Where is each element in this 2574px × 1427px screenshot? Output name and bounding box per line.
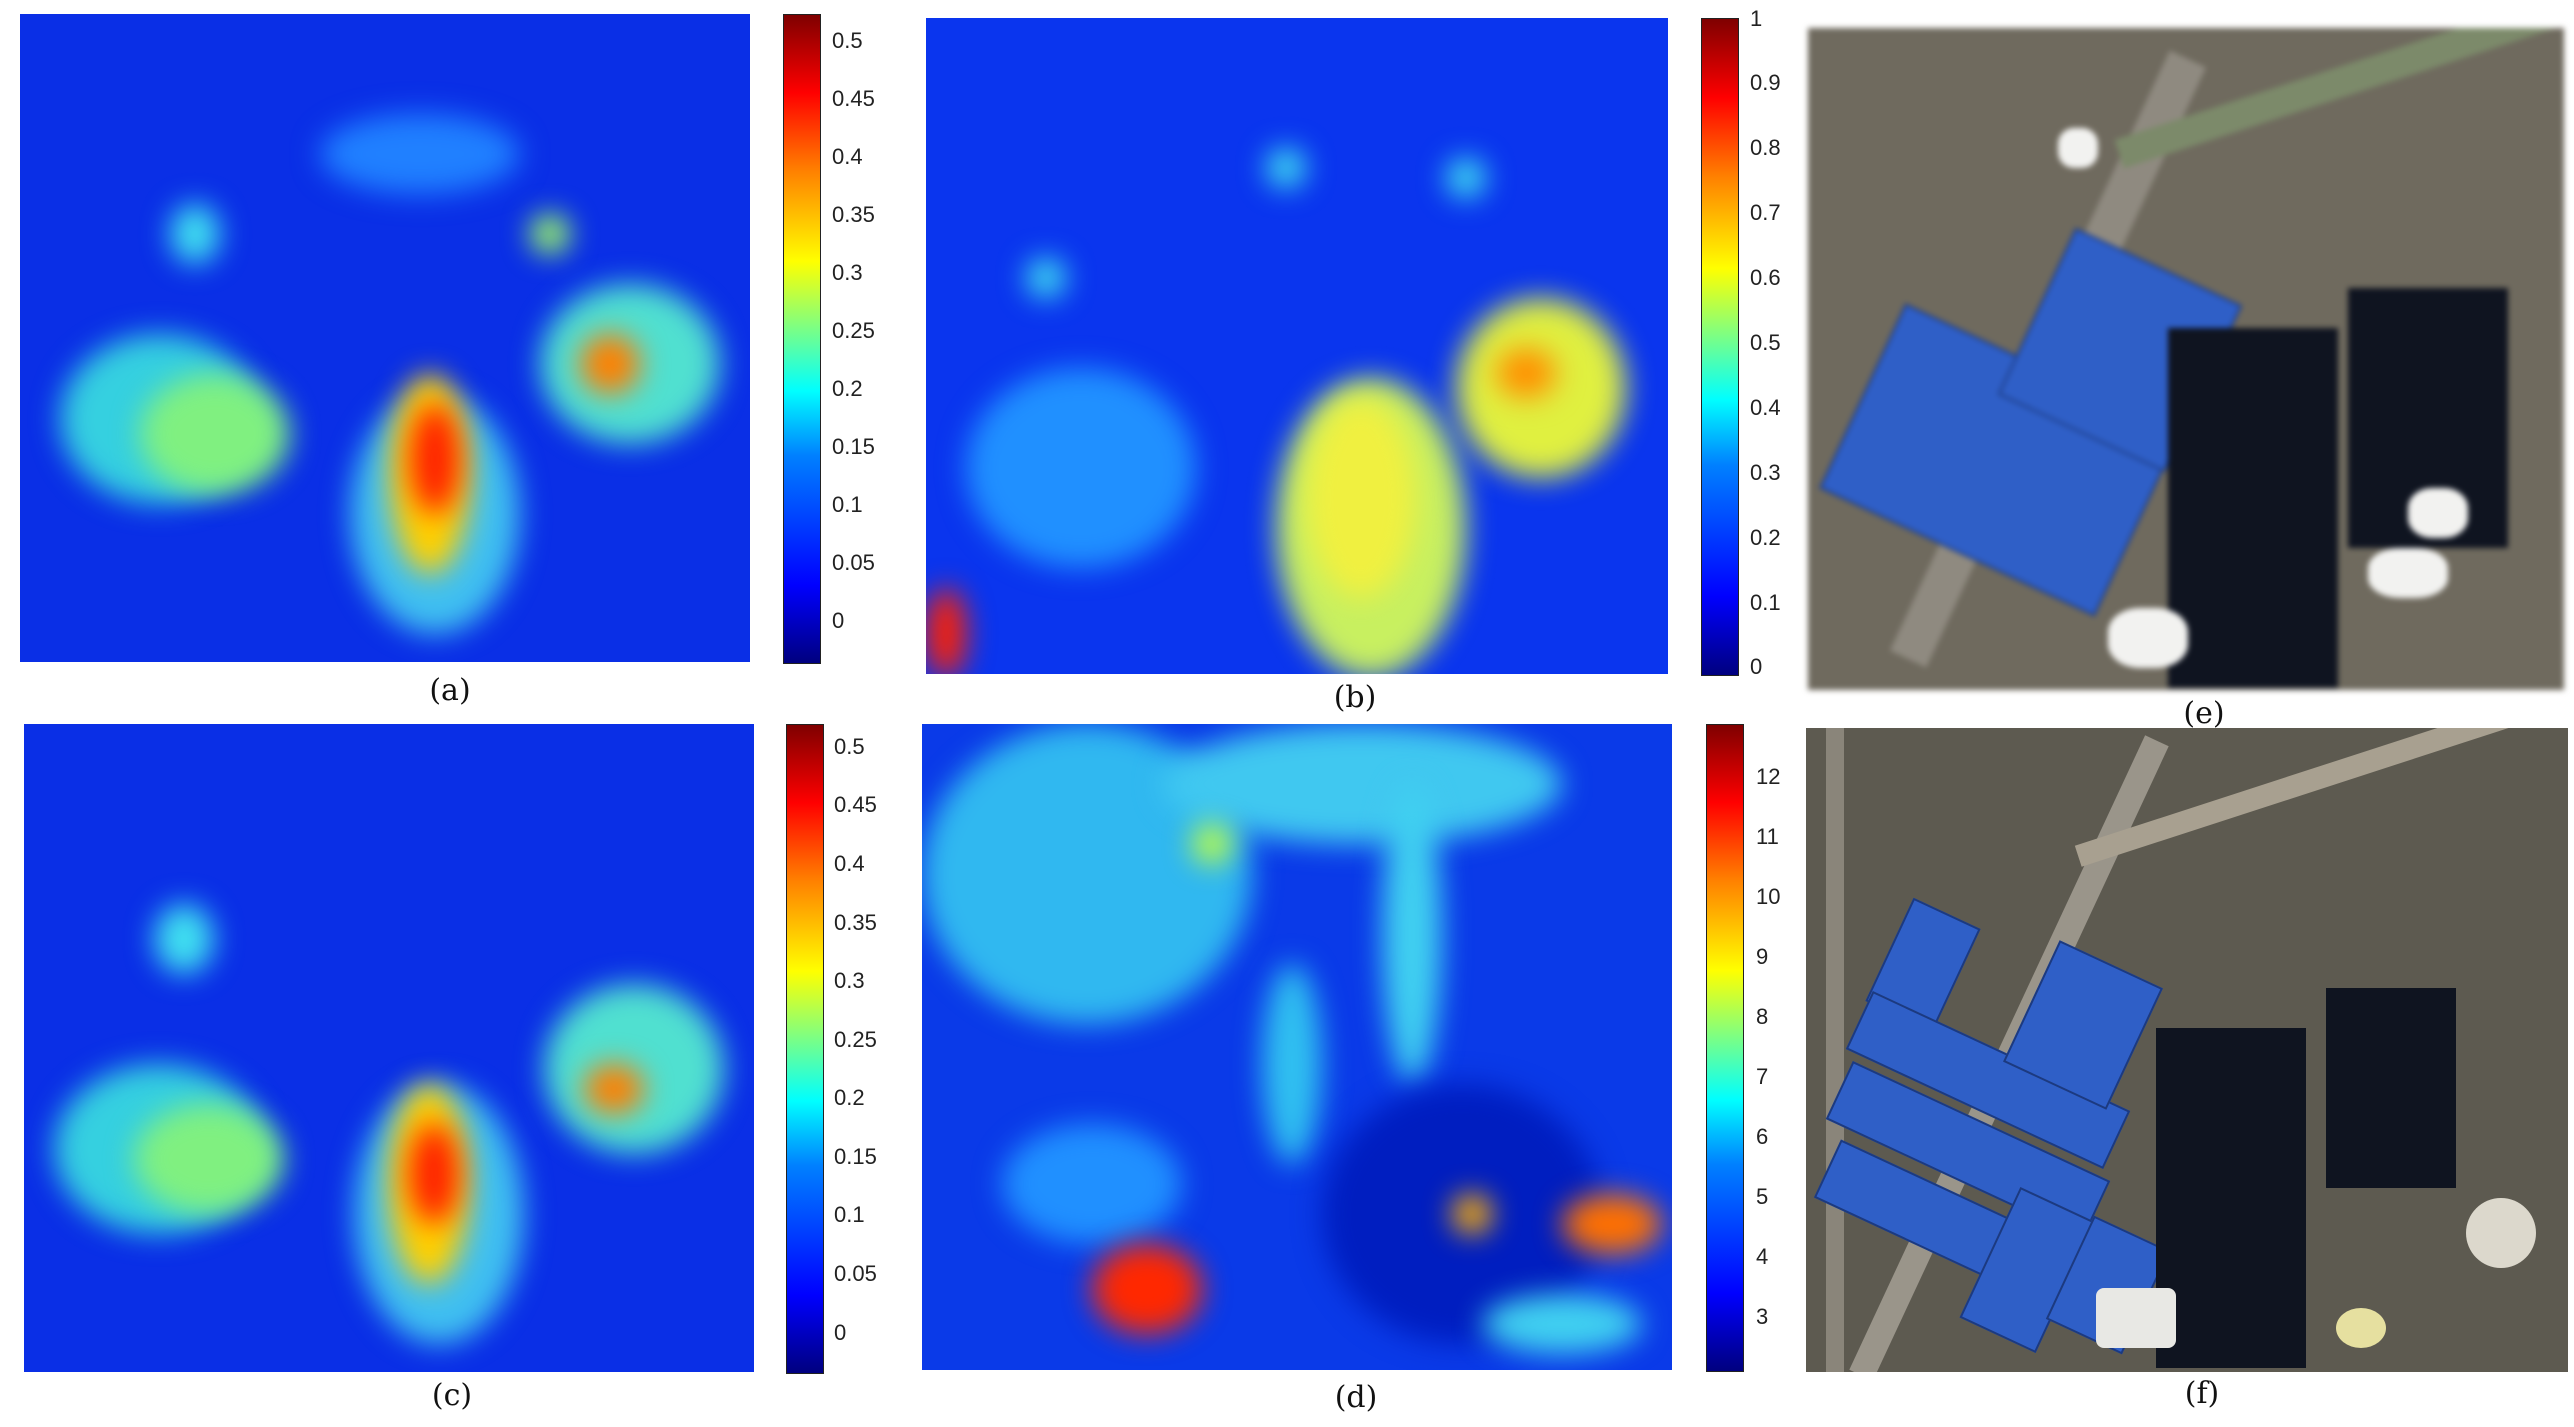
tick-label: 0.45 [832,86,875,111]
colorbar-b [1701,18,1739,676]
caption-f: (f) [2184,1376,2220,1411]
tick-label: 0.5 [832,28,863,53]
tick-label: 5 [1756,1184,1769,1209]
tick-label: 8 [1756,1004,1769,1029]
tick-label: 0.25 [832,318,875,343]
tick-label: 0.05 [832,550,875,575]
tick-label: 0 [834,1320,847,1345]
tick-label: 0.3 [832,260,863,285]
tick-label: 6 [1756,1124,1769,1149]
tick-label: 9 [1756,944,1769,969]
tick-label: 0.3 [1750,460,1781,485]
heatmap-a [20,14,750,662]
caption-d: (d) [1334,1380,1378,1415]
tick-label: 7 [1756,1064,1769,1089]
heatmap-c [24,724,754,1372]
tick-label: 0.1 [1750,590,1781,615]
tick-label: 0.5 [834,734,865,759]
tick-label: 0.1 [834,1202,865,1227]
tick-label: 0.5 [1750,330,1781,355]
tick-label: 4 [1756,1244,1769,1269]
tick-label: 0.2 [832,376,863,401]
tick-label: 0.8 [1750,135,1781,160]
tick-label: 0.15 [834,1144,877,1169]
tick-label: 0.1 [832,492,863,517]
tick-label: 1 [1750,6,1763,31]
caption-a: (a) [429,673,471,708]
tick-label: 0.2 [834,1085,865,1110]
tick-label: 0.4 [834,851,865,876]
tick-label: 0.35 [832,202,875,227]
caption-b: (b) [1333,680,1377,715]
colorbar-a [783,14,821,664]
tick-label: 10 [1756,884,1781,909]
satellite-image-lowres [1808,28,2564,690]
tick-label: 0.3 [834,968,865,993]
tick-label: 0.4 [832,144,863,169]
tick-label: 0.05 [834,1261,877,1286]
tick-label: 0.9 [1750,70,1781,95]
satellite-image-highres [1806,728,2568,1372]
tick-label: 0.45 [834,792,877,817]
tick-label: 0.4 [1750,395,1781,420]
tick-label: 0.7 [1750,200,1781,225]
colorbar-c [786,724,824,1374]
tick-label: 0.35 [834,910,877,935]
tick-label: 0.6 [1750,265,1781,290]
colorbar-d [1706,724,1744,1372]
heatmap-d [922,724,1672,1370]
tick-label: 0.15 [832,434,875,459]
tick-label: 0 [832,608,845,633]
caption-c: (c) [431,1378,473,1413]
tick-label: 0.25 [834,1027,877,1052]
tick-label: 3 [1756,1304,1769,1329]
tick-label: 12 [1756,764,1781,789]
tick-label: 0 [1750,654,1763,679]
caption-e: (e) [2183,696,2225,731]
tick-label: 0.2 [1750,525,1781,550]
tick-label: 11 [1756,824,1779,849]
heatmap-b [926,18,1668,674]
